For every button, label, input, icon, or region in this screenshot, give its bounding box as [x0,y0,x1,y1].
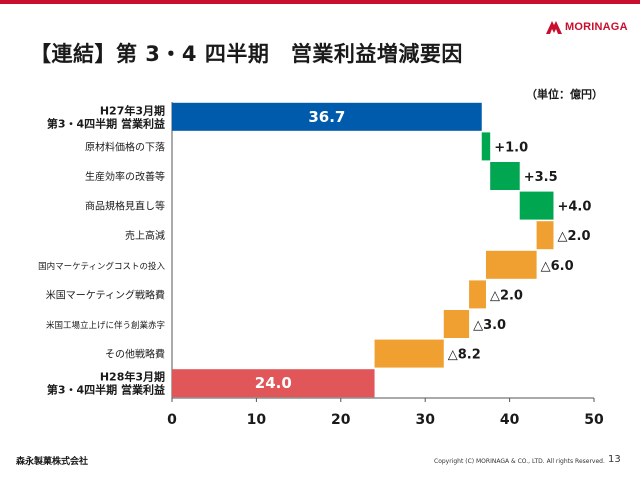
x-tick-label: 40 [500,412,520,428]
bar-6 [485,250,537,279]
category-label-8: 米国工場立上げに伴う創業赤字 [46,320,165,331]
footer-company-name: 森永製菓株式会社 [16,457,89,467]
bar-4 [519,191,554,220]
data-label-2: +1.0 [494,140,528,155]
category-label-10-line-2: 第3・4四半期 営業利益 [47,383,165,397]
category-label-2: 原材料価格の下落 [85,140,165,153]
data-label-8: △3.0 [473,318,506,333]
category-label-10-line-1: H28年3月期 [100,370,165,384]
footer-copyright: Copyright (C) MORINAGA & CO., LTD. All r… [434,458,605,465]
bar-9 [374,339,444,368]
brand-name: MORINAGA [565,21,628,33]
data-label-1: 36.7 [308,108,345,126]
angel-mark-icon [546,21,562,34]
x-tick-label: 30 [415,412,435,428]
x-tick-label: 10 [247,412,267,428]
bar-3 [490,162,520,190]
category-label-4: 商品規格見直し等 [85,200,165,213]
x-tick-label: 0 [167,412,177,428]
slide-title: 【連結】第 3・4 四半期 営業利益増減要因 [30,42,463,66]
brand-logo: MORINAGA [545,18,628,36]
bar-1 [172,102,482,131]
data-label-9: △8.2 [448,348,481,363]
category-label-6: 国内マーケティングコストの投入 [38,261,165,272]
data-label-10: 24.0 [255,374,292,392]
category-label-7: 米国マーケティング戦略費 [46,288,165,301]
bar-2 [481,132,491,161]
category-label-5: 売上高減 [125,229,165,242]
data-label-3: +3.5 [524,170,558,185]
x-tick-label: 20 [331,412,351,428]
bar-10 [172,369,375,398]
category-label-1-line-2: 第3・4四半期 営業利益 [47,116,165,130]
bar-7 [469,280,486,309]
page-number: 13 [608,454,621,465]
bar-8 [443,310,470,338]
bar-5 [536,221,554,250]
data-label-7: △2.0 [490,288,523,303]
top-accent-bar [0,0,640,4]
unit-label: （単位：億円） [526,88,603,101]
category-label-3: 生産効率の改善等 [85,170,165,183]
category-label-9: その他戦略費 [105,348,165,361]
category-label-1-line-1: H27年3月期 [100,103,165,117]
data-label-5: △2.0 [557,229,590,244]
data-label-6: △6.0 [541,259,574,274]
data-label-4: +4.0 [557,200,591,215]
x-tick-label: 50 [584,412,604,428]
